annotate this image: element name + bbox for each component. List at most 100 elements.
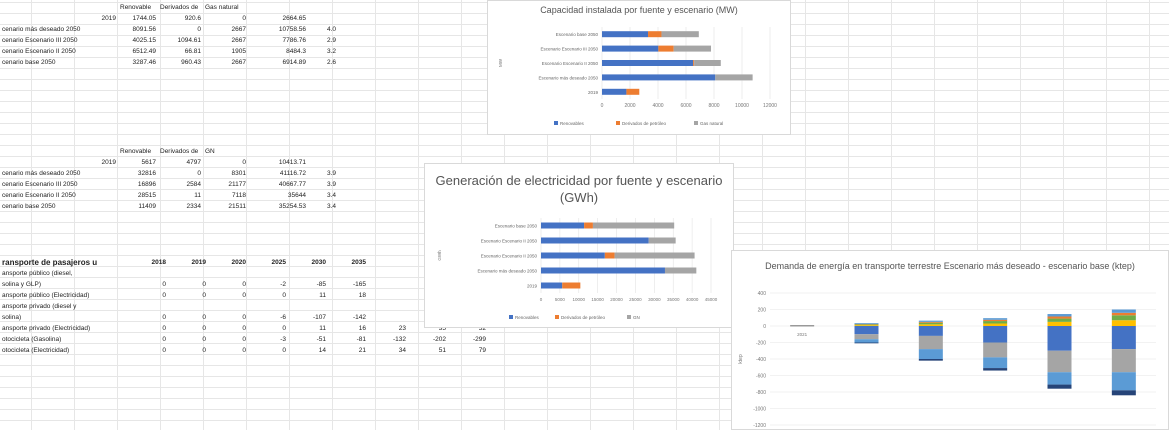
value-cell[interactable]: [168, 268, 208, 279]
value-cell[interactable]: 0: [162, 325, 166, 332]
ratio-cell[interactable]: [308, 157, 338, 168]
value-cell[interactable]: 0: [162, 314, 166, 321]
bar-segment[interactable]: [602, 74, 716, 81]
value-cell[interactable]: -107: [312, 314, 326, 321]
bar-segment[interactable]: [854, 323, 879, 324]
ratio-cell[interactable]: 3.4: [326, 192, 336, 199]
row-label-cell[interactable]: cenario Escenario III 2050: [2, 37, 78, 44]
value-cell[interactable]: 1905: [231, 48, 246, 55]
bar-segment[interactable]: [1111, 326, 1136, 350]
table-title[interactable]: ransporte de pasajeros u: [2, 258, 98, 267]
capacity-chart[interactable]: Capacidad instalada por fuente y escenar…: [487, 0, 791, 135]
value-cell[interactable]: 34: [398, 347, 406, 354]
row-label-cell[interactable]: cenario base 2050: [2, 59, 56, 66]
column-header[interactable]: Derivados de: [160, 148, 199, 155]
value-cell[interactable]: 2667: [231, 59, 246, 66]
bar-segment[interactable]: [918, 320, 943, 322]
row-label-cell[interactable]: otocicleta (Electricidad): [2, 347, 70, 354]
value-cell[interactable]: 4025.15: [132, 37, 157, 44]
value-cell[interactable]: 960.43: [181, 59, 201, 66]
value-cell[interactable]: [368, 268, 408, 279]
bar-segment[interactable]: [854, 339, 879, 343]
total-cell[interactable]: 10758.56: [278, 26, 306, 33]
bar-segment[interactable]: [854, 342, 879, 344]
value-cell[interactable]: 0: [282, 347, 286, 354]
ratio-cell[interactable]: 3.9: [326, 170, 336, 177]
value-cell[interactable]: [248, 301, 288, 312]
value-cell[interactable]: 14: [318, 347, 326, 354]
value-cell[interactable]: 5617: [141, 159, 156, 166]
value-cell[interactable]: 11409: [138, 203, 156, 210]
value-cell[interactable]: [328, 268, 368, 279]
value-cell[interactable]: -142: [352, 314, 366, 321]
bar-segment[interactable]: [854, 324, 879, 326]
bar-segment[interactable]: [661, 31, 699, 38]
value-cell[interactable]: [208, 301, 248, 312]
bar-segment[interactable]: [1047, 318, 1072, 322]
bar-segment[interactable]: [1111, 312, 1136, 316]
bar-segment[interactable]: [1111, 372, 1136, 391]
column-header[interactable]: GN: [205, 148, 215, 155]
row-label-cell[interactable]: solina): [2, 314, 22, 321]
column-header[interactable]: Renovable: [120, 148, 152, 155]
bar-segment[interactable]: [664, 267, 697, 274]
bar-segment[interactable]: [918, 322, 943, 325]
value-cell[interactable]: 0: [162, 347, 166, 354]
value-cell[interactable]: 0: [197, 26, 201, 33]
value-cell[interactable]: [128, 268, 168, 279]
value-cell[interactable]: 35: [438, 325, 446, 332]
value-cell[interactable]: 66.81: [184, 48, 201, 55]
value-cell[interactable]: 52: [478, 325, 486, 332]
ratio-cell[interactable]: 2.9: [326, 37, 336, 44]
value-cell[interactable]: [368, 312, 408, 323]
bar-segment[interactable]: [1047, 321, 1072, 326]
value-cell[interactable]: 11: [194, 192, 201, 199]
bar-segment[interactable]: [983, 368, 1008, 371]
value-cell[interactable]: 2584: [186, 181, 201, 188]
value-cell[interactable]: -165: [352, 281, 366, 288]
value-cell[interactable]: 0: [202, 281, 206, 288]
value-cell[interactable]: 0: [242, 292, 246, 299]
row-label-cell[interactable]: cenario Escenario II 2050: [2, 48, 76, 55]
ratio-cell[interactable]: 3.9: [326, 181, 336, 188]
bar-segment[interactable]: [1047, 372, 1072, 385]
bar-segment[interactable]: [604, 252, 615, 259]
row-label-cell[interactable]: ansporte privado (Electricidad): [2, 325, 91, 332]
bar-segment[interactable]: [1047, 384, 1072, 389]
value-cell[interactable]: [328, 301, 368, 312]
column-header[interactable]: Derivados de: [160, 4, 199, 11]
bar-segment[interactable]: [918, 324, 943, 326]
column-header[interactable]: Renovable: [120, 4, 152, 11]
value-cell[interactable]: 28515: [137, 192, 156, 199]
value-cell[interactable]: 21: [358, 347, 366, 354]
value-cell[interactable]: 0: [197, 170, 201, 177]
bar-segment[interactable]: [694, 60, 721, 66]
bar-segment[interactable]: [658, 45, 674, 52]
value-cell[interactable]: 16896: [137, 181, 156, 188]
value-cell[interactable]: 0: [202, 325, 206, 332]
year-header[interactable]: [368, 257, 408, 268]
bar-segment[interactable]: [854, 334, 879, 340]
bar-segment[interactable]: [602, 60, 694, 66]
bar-segment[interactable]: [1111, 349, 1136, 373]
value-cell[interactable]: 0: [162, 336, 166, 343]
value-cell[interactable]: 16: [358, 325, 366, 332]
ratio-cell[interactable]: [308, 13, 338, 24]
ratio-cell[interactable]: 4.0: [326, 26, 336, 33]
value-cell[interactable]: 21511: [228, 203, 246, 210]
value-cell[interactable]: 0: [202, 336, 206, 343]
value-cell[interactable]: -6: [280, 314, 286, 321]
value-cell[interactable]: 0: [282, 292, 286, 299]
value-cell[interactable]: 51: [438, 347, 446, 354]
bar-segment[interactable]: [602, 45, 659, 52]
value-cell[interactable]: 1094.61: [177, 37, 202, 44]
value-cell[interactable]: 7118: [232, 192, 246, 199]
value-cell[interactable]: 0: [162, 281, 166, 288]
value-cell[interactable]: 21177: [228, 181, 246, 188]
bar-segment[interactable]: [983, 357, 1008, 369]
value-cell[interactable]: 0: [242, 347, 246, 354]
bar-segment[interactable]: [541, 267, 665, 274]
bar-segment[interactable]: [983, 319, 1008, 322]
total-cell[interactable]: 6914.89: [282, 59, 307, 66]
value-cell[interactable]: 3287.46: [132, 59, 157, 66]
